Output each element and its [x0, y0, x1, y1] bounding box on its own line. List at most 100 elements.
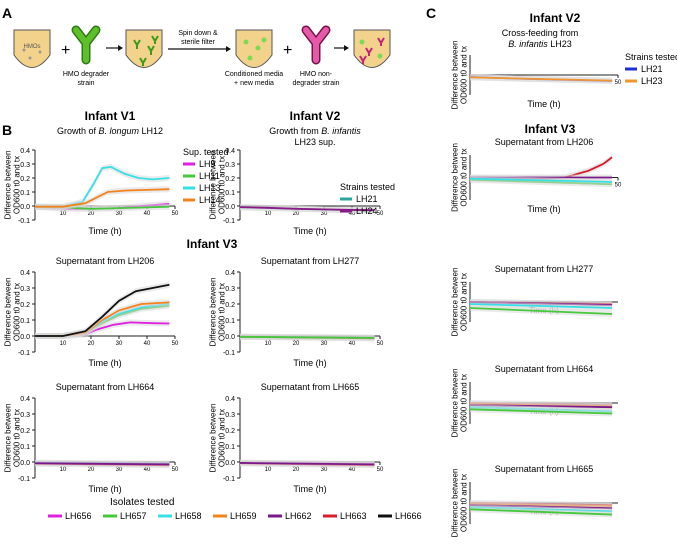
legend-isolates-item: LH656 — [65, 511, 92, 521]
y-tick-label: 0.4 — [225, 396, 235, 403]
x-tick-label: 10 — [60, 211, 67, 217]
y-axis-label: Difference betweenOD600 t0 and tx — [209, 278, 227, 347]
x-tick-label: 20 — [88, 341, 95, 347]
y-axis-label: Difference betweenOD600 t0 and tx — [4, 151, 22, 220]
chart-b_lh206: Supernatant from LH206 -0.1 0.0 0.1 0.2 0.3 0.… — [4, 256, 179, 368]
y-tick-label: -0.1 — [18, 476, 30, 483]
x-tick-label: 50 — [172, 467, 179, 473]
y-tick-label: -0.1 — [18, 218, 30, 225]
chart-c_lh206: Supernatant from LH206 50 Time (h) Differen… — [451, 137, 622, 214]
legend-sup-tested-item: LH11 — [199, 171, 220, 181]
y-axis-label: Difference betweenOD600 t0 and tx — [4, 278, 22, 347]
hmo-label: HMOs — [24, 44, 41, 50]
schematic: HMOs + HMO degrader strain Spin down & s… — [13, 25, 391, 87]
y-axis-label: Difference betweenOD600 t0 and tx — [451, 469, 469, 538]
legend-sup-tested-item: LH14 — [199, 195, 221, 205]
x-tick-label: 50 — [172, 341, 179, 347]
y-tick-label: 0.0 — [20, 460, 30, 467]
title-b-v1: Infant V1 — [85, 109, 136, 123]
x-tick-label: 50 — [377, 467, 384, 473]
legend-strains-c-title: Strains tested — [625, 52, 677, 62]
legend-isolates-item: LH658 — [175, 511, 202, 521]
chart-b_lh664: Supernatant from LH664 -0.1 0.0 0.1 0.2 0.3 0.… — [4, 382, 179, 494]
y-tick-label: 0.0 — [225, 334, 235, 341]
legend-isolates-title: Isolates tested — [110, 497, 174, 508]
x-axis-label: Time (h) — [293, 226, 326, 236]
y-tick-label: 0.2 — [225, 302, 235, 309]
nondegrader-label-1: HMO non- — [300, 71, 333, 78]
chart-title: Supernatant from LH665 — [495, 464, 594, 474]
plus-2: + — [283, 42, 292, 59]
y-tick-label: 0.3 — [20, 286, 30, 293]
y-tick-label: 0.3 — [225, 286, 235, 293]
legends-layer: Sup. tested LH9 LH11 LH13 LH14 Strains tested… — [48, 52, 677, 521]
y-tick-label: 0.1 — [20, 190, 30, 197]
title-b-v3: Infant V3 — [187, 237, 238, 251]
x-tick-label: 40 — [349, 467, 356, 473]
x-axis-label: Time (h) — [88, 226, 121, 236]
series-LH23 — [469, 76, 613, 82]
y-tick-label: 0.1 — [20, 444, 30, 451]
step-label-1: Spin down & — [178, 30, 218, 37]
legend-isolates-item: LH657 — [120, 511, 147, 521]
y-axis-label: Difference betweenOD600 t0 and tx — [451, 41, 469, 110]
chart-title: Supernatant from LH664 — [495, 364, 594, 374]
x-tick-label: 20 — [293, 467, 300, 473]
panel-letter-b: B — [2, 122, 12, 138]
y-axis-label: Difference betweenOD600 t0 and tx — [4, 404, 22, 473]
legend-sup-tested-title: Sup. tested — [183, 147, 229, 157]
panel-letter-c: C — [426, 5, 436, 21]
series-LH657 — [239, 335, 375, 339]
x-tick-label: 50 — [172, 211, 179, 217]
x-axis-label: Time (h) — [527, 99, 560, 109]
legend-strains-c-item: LH21 — [641, 64, 663, 74]
y-axis-label: Difference betweenOD600 t0 and tx — [209, 151, 227, 220]
x-tick-label: 50 — [615, 183, 622, 189]
y-tick-label: 0.2 — [225, 428, 235, 435]
series-LH24 — [239, 206, 375, 212]
y-tick-label: 0.3 — [225, 162, 235, 169]
degrader-label-2: strain — [77, 80, 94, 87]
series-LH662 — [34, 462, 170, 466]
chart-b_lh665: Supernatant from LH665 -0.1 0.0 0.1 0.2 0.3 0.… — [209, 382, 384, 494]
y-tick-label: 0.4 — [225, 270, 235, 277]
series-LH666 — [35, 283, 170, 337]
y-axis-label: Difference betweenOD600 t0 and tx — [451, 143, 469, 212]
y-tick-label: 0.2 — [20, 302, 30, 309]
x-tick-label: 30 — [321, 211, 328, 217]
legend-strains-b-item: LH21 — [356, 194, 378, 204]
x-tick-label: 50 — [377, 211, 384, 217]
chart-c_lh277: Supernatant from LH277Time (h)Difference… — [451, 264, 618, 336]
legend-strains-b: Strains tested LH21 LH24 — [340, 182, 395, 216]
x-tick-label: 40 — [144, 211, 151, 217]
series-LH662 — [239, 462, 375, 466]
legend-isolates-item: LH666 — [395, 511, 422, 521]
x-axis-label: Time (h) — [293, 484, 326, 494]
title-c-v2: Infant V2 — [530, 11, 581, 25]
legend-strains-b-item: LH24 — [356, 206, 378, 216]
y-tick-label: 0.4 — [20, 270, 30, 277]
legend-isolates-item: LH663 — [340, 511, 367, 521]
conditioned-label-1: Conditioned media — [225, 71, 283, 78]
series-LH657 — [469, 508, 613, 516]
series-LH657 — [469, 307, 613, 315]
y-tick-label: 0.1 — [225, 444, 235, 451]
y-tick-label: 0.0 — [20, 334, 30, 341]
chart-c_lh665: Supernatant from LH665Time (h)Difference… — [451, 464, 618, 537]
series-LH657 — [469, 408, 613, 415]
x-tick-label: 10 — [60, 467, 67, 473]
subtitle-b-v2-line2: LH23 sup. — [294, 137, 335, 147]
title-c-v3: Infant V3 — [525, 122, 576, 136]
y-tick-label: 0.3 — [20, 162, 30, 169]
series-LH658 — [469, 303, 613, 309]
y-tick-label: 0.4 — [225, 148, 235, 155]
step-label-2: sterile filter — [181, 39, 216, 46]
y-tick-label: -0.1 — [18, 350, 30, 357]
y-axis-label: Difference betweenOD600 t0 and tx — [451, 268, 469, 337]
error-band-LH13 — [35, 163, 170, 210]
series-LH13 — [35, 165, 170, 208]
y-tick-label: 0.1 — [225, 318, 235, 325]
y-tick-label: 0.0 — [225, 460, 235, 467]
chart-title: Supernatant from LH664 — [56, 382, 155, 392]
